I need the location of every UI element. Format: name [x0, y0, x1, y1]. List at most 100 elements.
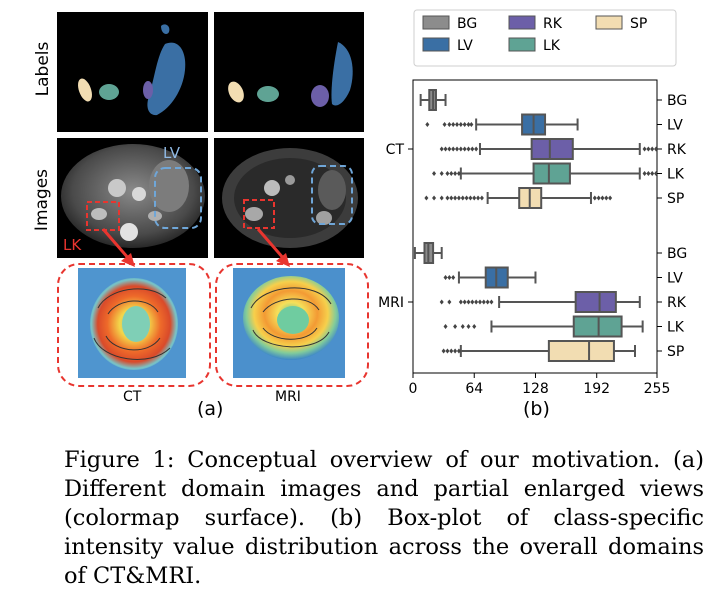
legend-swatch-bg: [422, 15, 450, 30]
flier-ct-lk: [650, 171, 655, 176]
flier-ct-lk: [439, 171, 444, 176]
flier-ct-sp: [449, 195, 454, 201]
flier-ct-rk: [439, 146, 444, 152]
flier-ct-sp: [472, 195, 477, 201]
box-ct-lk: [532, 162, 571, 185]
flier-ct-lk: [445, 171, 450, 176]
flier-mri-rk: [474, 299, 479, 305]
legend-label-bg: BG: [457, 16, 477, 32]
flier-ct-lv: [469, 122, 474, 127]
flier-ct-lk: [432, 171, 437, 176]
flier-ct-rk: [443, 146, 448, 152]
label-map-ct: [57, 12, 208, 132]
flier-ct-lv: [451, 122, 456, 127]
legend-swatch-rk: [508, 15, 536, 30]
flier-mri-sp: [456, 348, 461, 354]
flier-mri-rk: [477, 299, 482, 305]
flier-ct-rk: [462, 146, 467, 152]
flier-ct-rk: [474, 146, 479, 152]
x-tick-label: 255: [644, 381, 671, 397]
flier-ct-lv: [466, 122, 471, 127]
flier-mri-rk: [489, 299, 494, 305]
panel-b-label: (b): [523, 398, 550, 420]
flier-mri-rk: [485, 299, 490, 305]
flier-mri-lv: [447, 275, 452, 280]
ct-image: [57, 138, 208, 258]
flier-mri-rk: [439, 299, 444, 305]
flier-ct-rk: [455, 146, 460, 152]
x-tick-label: 128: [522, 381, 549, 397]
flier-ct-rk: [654, 146, 659, 152]
legend-swatch-sp: [595, 15, 623, 30]
legend-label-rk: RK: [543, 16, 563, 32]
flier-ct-lv: [458, 122, 463, 127]
lk-annotation: LK: [63, 236, 82, 254]
y-tick-label-ct-lk: LK: [667, 167, 685, 183]
group-label-ct: CT: [386, 142, 405, 158]
figure-caption: Figure 1: Conceptual overview of our mot…: [64, 446, 704, 591]
flier-ct-sp: [608, 195, 613, 201]
y-tick-label-mri-lv: LV: [667, 271, 683, 287]
flier-mri-rk: [481, 299, 486, 305]
flier-ct-sp: [453, 195, 458, 201]
flier-ct-rk: [466, 146, 471, 152]
flier-mri-sp: [445, 348, 450, 354]
flier-mri-lv: [451, 275, 456, 280]
flier-ct-lv: [425, 122, 430, 127]
flier-ct-rk: [451, 146, 456, 152]
flier-ct-sp: [596, 195, 601, 201]
zoom-label-ct: CT: [123, 389, 142, 405]
flier-ct-lk: [646, 171, 651, 176]
legend-label-sp: SP: [630, 16, 647, 32]
flier-ct-sp: [468, 195, 473, 201]
legend-swatch-lv: [422, 37, 450, 52]
label-map-ct-drawing: [78, 24, 186, 116]
flier-mri-sp: [453, 348, 458, 354]
flier-mri-lk: [472, 324, 477, 329]
mri-colormap-surface: [233, 268, 345, 378]
legend-swatch-lk: [508, 37, 536, 52]
flier-ct-lk: [453, 171, 458, 176]
y-tick-label-mri-rk: RK: [667, 295, 687, 311]
flier-ct-lk: [654, 171, 659, 176]
x-tick-label: 192: [583, 381, 610, 397]
flier-mri-lk: [460, 324, 465, 329]
y-tick-label-mri-lk: LK: [667, 320, 685, 336]
flier-ct-sp: [479, 195, 484, 201]
y-tick-label-mri-sp: SP: [667, 344, 684, 360]
intensity-box-plot: BG LV RK LK SP 0 64 128 192 255 BG LV RK LK SP BG LV RK LK…: [378, 9, 687, 397]
panel-a-label: (a): [197, 398, 224, 420]
flier-ct-sp: [439, 195, 444, 201]
flier-mri-rk: [447, 299, 452, 305]
flier-ct-sp: [432, 195, 437, 201]
flier-ct-rk: [447, 146, 452, 152]
flier-ct-sp: [604, 195, 609, 201]
flier-ct-sp: [445, 195, 450, 201]
x-tick-label: 0: [409, 381, 418, 397]
flier-ct-lk: [449, 171, 454, 176]
zoom-label-mri: MRI: [275, 389, 301, 405]
flier-mri-lk: [466, 324, 471, 329]
flier-ct-sp: [592, 195, 597, 201]
flier-ct-rk: [458, 146, 463, 152]
label-map-mri-drawing: [228, 42, 353, 107]
flier-mri-rk: [470, 299, 475, 305]
ct-zoom-frame: [57, 263, 211, 387]
flier-mri-lv: [443, 275, 448, 280]
box-mri-rk: [574, 291, 617, 313]
flier-ct-sp: [460, 195, 465, 201]
lv-annotation: LV: [163, 144, 180, 162]
flier-ct-sp: [464, 195, 469, 201]
flier-mri-lk: [443, 324, 448, 329]
y-tick-label-ct-lv: LV: [667, 118, 683, 134]
flier-mri-sp: [449, 348, 454, 354]
flier-ct-lv: [442, 122, 447, 127]
legend-label-lv: LV: [457, 38, 473, 54]
flier-ct-sp: [456, 195, 461, 201]
mri-zoom-frame: [215, 263, 369, 387]
flier-ct-rk: [470, 146, 475, 152]
y-tick-label-ct-sp: SP: [667, 191, 684, 207]
flier-ct-rk: [650, 146, 655, 152]
mri-image: [214, 138, 364, 258]
flier-ct-lv: [462, 122, 467, 127]
